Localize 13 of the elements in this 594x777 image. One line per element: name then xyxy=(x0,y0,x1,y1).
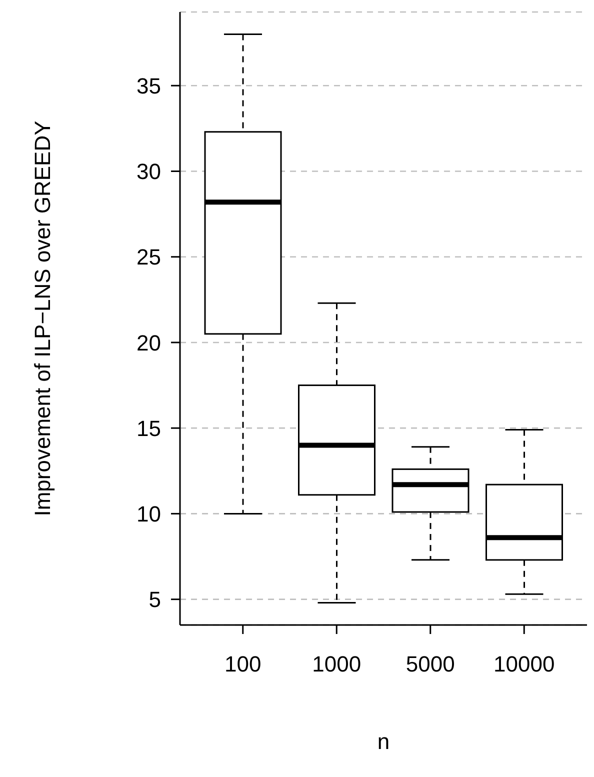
y-axis-title: Improvement of ILP−LNS over GREEDY xyxy=(30,120,55,516)
x-tick-label: 10000 xyxy=(494,652,555,677)
y-tick-label: 35 xyxy=(136,73,161,98)
y-tick-label: 5 xyxy=(148,587,161,612)
y-tick-label: 20 xyxy=(136,330,161,356)
x-axis-title: n xyxy=(377,729,390,754)
y-tick-label: 15 xyxy=(136,416,161,441)
x-tick-label: 1000 xyxy=(312,652,362,677)
x-tick-label: 100 xyxy=(224,652,262,677)
y-tick-label: 10 xyxy=(136,502,161,527)
y-tick-label: 25 xyxy=(136,244,161,270)
y-tick-label: 30 xyxy=(136,159,161,184)
x-tick-label: 5000 xyxy=(406,652,455,677)
